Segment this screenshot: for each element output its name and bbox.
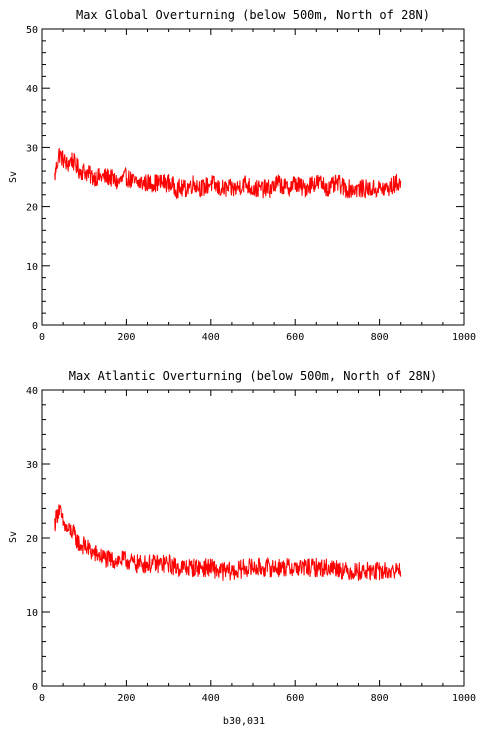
- x-tick-label: 400: [202, 332, 220, 343]
- x-tick-label: 200: [117, 693, 135, 704]
- axis-ticks: 0 200 400 600 800 1000 0 10 20 30 40 50: [26, 25, 476, 343]
- x-tick-label: 200: [117, 332, 135, 343]
- axis-ticks: 0 200 400 600 800 1000 0 10 20 30 40: [26, 386, 476, 704]
- x-tick-label: 800: [371, 693, 389, 704]
- y-axis-label: Sv: [8, 531, 19, 543]
- y-tick-label: 0: [32, 321, 38, 332]
- y-tick-label: 0: [32, 682, 38, 693]
- y-tick-label: 10: [26, 608, 38, 619]
- y-tick-label: 50: [26, 25, 38, 36]
- y-tick-label: 40: [26, 386, 38, 397]
- plot-frame: [41, 389, 465, 687]
- y-tick-label: 10: [26, 262, 38, 273]
- data-series: [54, 148, 402, 200]
- chart-title: Max Atlantic Overturning (below 500m, No…: [69, 369, 437, 383]
- x-tick-label: 600: [286, 693, 304, 704]
- chart-title: Max Global Overturning (below 500m, Nort…: [76, 8, 430, 22]
- series-line: [54, 148, 402, 200]
- x-tick-label: 0: [39, 693, 45, 704]
- x-tick-label: 1000: [452, 693, 476, 704]
- x-tick-label: 800: [371, 332, 389, 343]
- figure-footer: b30,031: [222, 716, 266, 727]
- y-axis-label: Sv: [8, 171, 19, 183]
- data-series: [54, 504, 402, 581]
- y-tick-label: 40: [26, 84, 38, 95]
- x-tick-label: 0: [39, 332, 45, 343]
- y-tick-label: 20: [26, 534, 38, 545]
- x-tick-label: 600: [286, 332, 304, 343]
- plot-frame: [41, 28, 465, 326]
- y-tick-label: 20: [26, 203, 38, 214]
- series-line: [54, 504, 402, 581]
- x-tick-label: 400: [202, 693, 220, 704]
- y-tick-label: 30: [26, 143, 38, 154]
- y-tick-label: 30: [26, 460, 38, 471]
- chart-atlantic: Max Atlantic Overturning (below 500m, No…: [8, 369, 476, 704]
- chart-global: Max Global Overturning (below 500m, Nort…: [8, 8, 476, 343]
- x-tick-label: 1000: [452, 332, 476, 343]
